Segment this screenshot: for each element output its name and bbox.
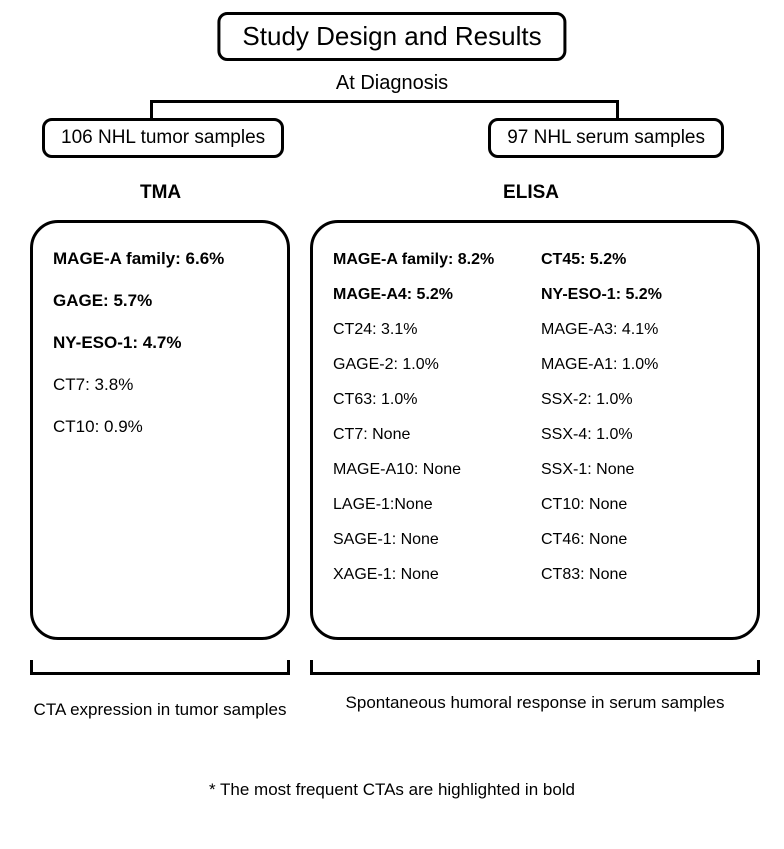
title-text: Study Design and Results xyxy=(242,21,541,51)
right-panel-col1: MAGE-A family: 8.2% MAGE-A4: 5.2% CT24: 3.… xyxy=(333,251,529,601)
left-method-label: TMA xyxy=(140,182,181,204)
left-panel: MAGE-A family: 6.6% GAGE: 5.7% NY-ESO-1: 4… xyxy=(30,220,290,640)
right-sample-box: 97 NHL serum samples xyxy=(488,118,724,158)
data-row: CT7: 3.8% xyxy=(53,375,267,395)
data-row: CT7: None xyxy=(333,426,529,444)
data-row: MAGE-A1: 1.0% xyxy=(541,356,737,374)
data-row: CT46: None xyxy=(541,531,737,549)
title-box: Study Design and Results xyxy=(217,12,566,61)
data-row: MAGE-A10: None xyxy=(333,461,529,479)
left-sample-box: 106 NHL tumor samples xyxy=(42,118,284,158)
data-row: GAGE: 5.7% xyxy=(53,291,267,311)
right-panel: MAGE-A family: 8.2% MAGE-A4: 5.2% CT24: 3.… xyxy=(310,220,760,640)
footnote: * The most frequent CTAs are highlighted… xyxy=(0,780,784,800)
data-row: CT45: 5.2% xyxy=(541,251,737,269)
left-caption: CTA expression in tumor samples xyxy=(30,700,290,720)
data-row: CT24: 3.1% xyxy=(333,321,529,339)
data-row: MAGE-A4: 5.2% xyxy=(333,286,529,304)
right-bracket xyxy=(310,672,760,675)
data-row: SAGE-1: None xyxy=(333,531,529,549)
data-row: MAGE-A family: 8.2% xyxy=(333,251,529,269)
connector-vertical-right xyxy=(616,100,619,118)
data-row: XAGE-1: None xyxy=(333,566,529,584)
right-panel-col2: CT45: 5.2% NY-ESO-1: 5.2% MAGE-A3: 4.1% MAG… xyxy=(541,251,737,601)
right-caption: Spontaneous humoral response in serum sa… xyxy=(310,692,760,714)
connector-vertical-left xyxy=(150,100,153,118)
connector-horizontal xyxy=(150,100,619,103)
data-row: MAGE-A family: 6.6% xyxy=(53,249,267,269)
data-row: CT10: None xyxy=(541,496,737,514)
data-row: CT63: 1.0% xyxy=(333,391,529,409)
left-bracket xyxy=(30,672,290,675)
data-row: SSX-4: 1.0% xyxy=(541,426,737,444)
data-row: MAGE-A3: 4.1% xyxy=(541,321,737,339)
left-sample-text: 106 NHL tumor samples xyxy=(61,127,265,148)
data-row: LAGE-1:None xyxy=(333,496,529,514)
subhead: At Diagnosis xyxy=(336,72,448,95)
right-method-label: ELISA xyxy=(503,182,559,204)
data-row: NY-ESO-1: 5.2% xyxy=(541,286,737,304)
data-row: NY-ESO-1: 4.7% xyxy=(53,333,267,353)
data-row: CT83: None xyxy=(541,566,737,584)
data-row: CT10: 0.9% xyxy=(53,417,267,437)
data-row: SSX-1: None xyxy=(541,461,737,479)
right-sample-text: 97 NHL serum samples xyxy=(507,127,705,148)
data-row: SSX-2: 1.0% xyxy=(541,391,737,409)
data-row: GAGE-2: 1.0% xyxy=(333,356,529,374)
